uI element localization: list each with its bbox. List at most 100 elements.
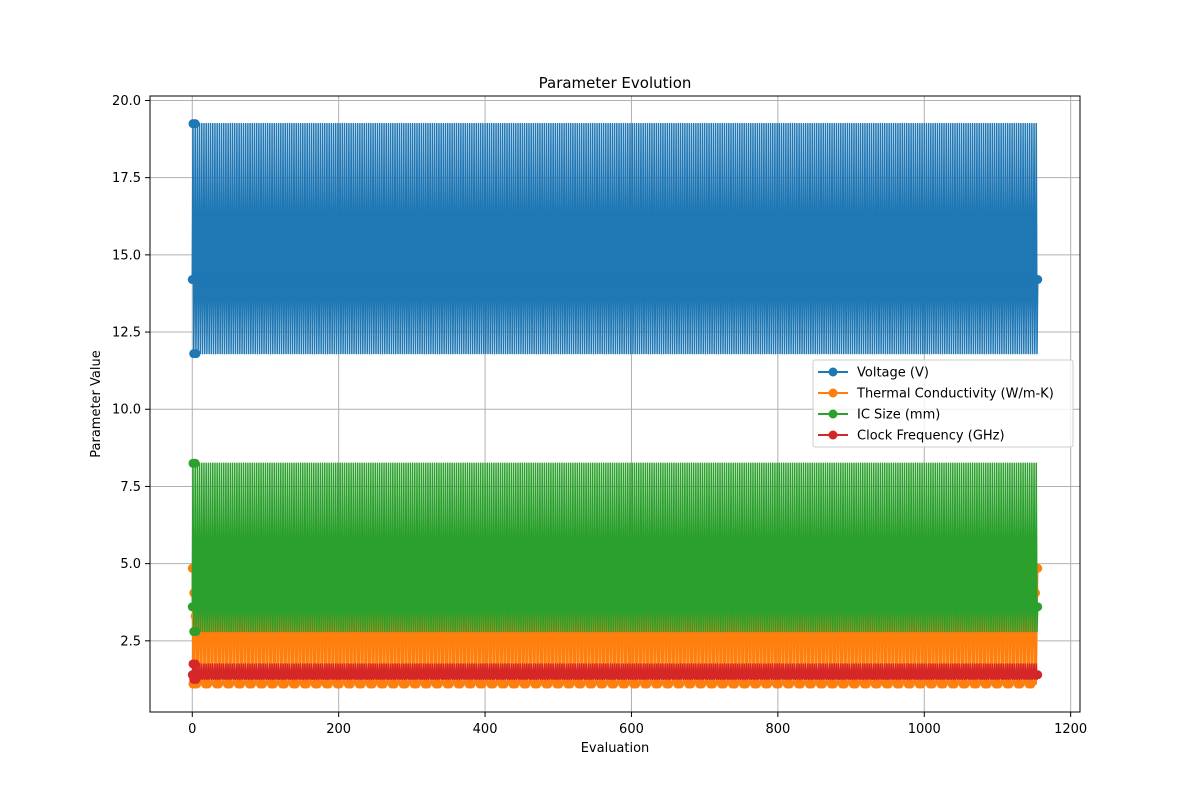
data-point (510, 679, 520, 689)
data-point (839, 679, 849, 689)
data-point (850, 679, 860, 689)
data-point (1033, 602, 1043, 612)
data-point (422, 679, 432, 689)
data-point (236, 679, 246, 689)
data-point (345, 679, 355, 689)
legend-swatch-marker (828, 409, 838, 419)
data-point (269, 679, 279, 689)
plot-frame (149, 95, 1081, 713)
data-point (598, 679, 608, 689)
data-point (191, 349, 201, 359)
series-clock-frequency-ghz (187, 659, 1043, 684)
data-point (191, 627, 201, 637)
data-point (872, 679, 882, 689)
data-point (642, 679, 652, 689)
series-line (191, 567, 1039, 685)
data-point (565, 679, 575, 689)
data-point (686, 679, 696, 689)
data-point (521, 679, 531, 689)
data-point (190, 659, 200, 669)
data-point (444, 679, 454, 689)
series-layer (187, 119, 1043, 689)
data-point (455, 679, 465, 689)
legend: Voltage (V) Thermal Conductivity (W/m-K) I… (812, 359, 1074, 448)
data-point (488, 679, 498, 689)
data-point (697, 679, 707, 689)
series-ic-size-mm (187, 458, 1043, 637)
legend-item: IC Size (mm) (818, 408, 940, 423)
data-point (938, 679, 948, 689)
chart-title: Parameter Evolution (539, 74, 692, 92)
legend-label: Clock Frequency (GHz) (857, 429, 1005, 444)
x-tick-label: 200 (326, 722, 351, 737)
y-tick-label: 20.0 (112, 94, 141, 109)
data-point (1033, 670, 1043, 680)
data-point (949, 679, 959, 689)
data-point (653, 679, 663, 689)
series-line (191, 122, 1039, 355)
data-point (927, 679, 937, 689)
legend-swatch-marker (828, 367, 838, 377)
x-tick-label: 0 (188, 722, 196, 737)
y-tick-label: 2.5 (120, 634, 141, 649)
data-point (312, 679, 322, 689)
data-point (708, 679, 718, 689)
legend-label: Voltage (V) (857, 366, 929, 381)
data-point (741, 679, 751, 689)
data-point (883, 679, 893, 689)
data-point (1033, 275, 1043, 285)
data-point (554, 679, 564, 689)
data-point (916, 679, 926, 689)
x-tick-label: 400 (473, 722, 498, 737)
y-tick-label: 17.5 (112, 171, 141, 186)
data-point (905, 679, 915, 689)
data-point (532, 679, 542, 689)
y-tick-label: 10.0 (112, 403, 141, 418)
data-point (576, 679, 586, 689)
data-point (433, 679, 443, 689)
y-tick-label: 12.5 (112, 326, 141, 341)
data-point (247, 679, 257, 689)
data-point (861, 679, 871, 689)
data-point (631, 679, 641, 689)
data-point (280, 679, 289, 689)
legend-item: Voltage (V) (818, 366, 929, 381)
data-point (466, 679, 476, 689)
y-tick-label: 15.0 (112, 248, 141, 263)
legend-label: Thermal Conductivity (W/m-K) (856, 387, 1054, 402)
data-point (807, 679, 817, 689)
data-point (829, 679, 838, 689)
data-point (675, 679, 685, 689)
axis-ticks: 0 200 400 600 800 1000 1200 2.5 5.0 7.5 10.0 12.5 15… (112, 94, 1087, 737)
data-point (356, 679, 366, 689)
series-line (191, 462, 1039, 633)
data-point (411, 679, 421, 689)
data-point (894, 679, 904, 689)
data-point (290, 679, 300, 689)
data-point (477, 679, 487, 689)
x-tick-label: 600 (619, 722, 644, 737)
legend-swatch-marker (828, 388, 838, 398)
legend-item: Thermal Conductivity (W/m-K) (818, 387, 1054, 402)
data-point (190, 458, 200, 468)
data-point (785, 679, 795, 689)
x-tick-label: 1200 (1054, 722, 1087, 737)
data-point (543, 679, 553, 689)
data-point (367, 679, 377, 689)
y-axis-label: Parameter Value (89, 350, 104, 457)
data-point (752, 679, 762, 689)
legend-box (812, 359, 1074, 448)
legend-swatch-marker (828, 430, 838, 440)
data-point (971, 679, 981, 689)
data-point (982, 679, 992, 689)
data-point (774, 679, 784, 689)
data-point (378, 679, 388, 689)
data-point (993, 679, 1003, 689)
data-point (620, 679, 630, 689)
data-point (818, 679, 828, 689)
x-axis-label: Evaluation (581, 741, 650, 756)
data-point (609, 679, 619, 689)
data-point (225, 679, 235, 689)
x-tick-label: 800 (765, 722, 790, 737)
